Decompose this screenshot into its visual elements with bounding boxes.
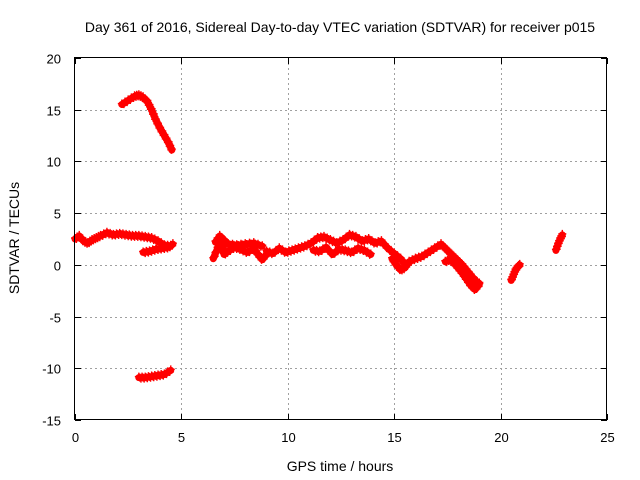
x-tick-label: 0 [72, 430, 79, 445]
x-tick-label: 15 [387, 430, 401, 445]
ticks: 0 5 10 15 20 25 -15 -10 -5 0 5 10 15 20 [42, 52, 615, 446]
y-tick-label: 0 [54, 259, 61, 274]
data-point [256, 242, 265, 251]
y-tick-label: -15 [42, 414, 61, 429]
data-point [168, 239, 177, 248]
data-point [558, 229, 567, 238]
x-tick-label: 5 [178, 430, 185, 445]
series-arc-low [134, 365, 175, 383]
data-point [211, 248, 220, 257]
series-arc-b [139, 239, 177, 258]
data-point [212, 247, 221, 256]
x-tick-label: 20 [494, 430, 508, 445]
data-point [365, 250, 374, 259]
data-point [210, 252, 219, 261]
data-point [475, 279, 484, 288]
y-tick-label: 10 [47, 155, 61, 170]
data-point [366, 249, 375, 258]
x-tick-label: 10 [281, 430, 295, 445]
x-axis-label: GPS time / hours [287, 458, 394, 474]
y-axis-label: SDTVAR / TECUs [6, 182, 22, 294]
chart-title: Day 361 of 2016, Sidereal Day-to-day VTE… [85, 19, 595, 35]
y-tick-label: 5 [54, 207, 61, 222]
grid [75, 58, 607, 420]
x-tick-label: 25 [600, 430, 614, 445]
data-point [166, 365, 175, 374]
series-arc-j [551, 229, 567, 254]
y-tick-label: 20 [47, 52, 61, 67]
data-point [212, 247, 221, 256]
series-arc-f [309, 242, 375, 259]
series-arc-h [441, 254, 484, 294]
data-points [71, 90, 567, 383]
data-point [258, 241, 267, 250]
y-tick-label: 15 [47, 104, 61, 119]
series-arc-g [388, 239, 484, 288]
data-point [209, 253, 218, 262]
y-tick-label: -5 [49, 311, 61, 326]
series-arc-high [117, 90, 176, 154]
data-point [515, 259, 524, 268]
plot-frame [74, 57, 607, 420]
data-point [210, 252, 219, 261]
series-arc-d [211, 230, 267, 251]
series-arc-e [262, 229, 409, 268]
y-tick-label: -10 [42, 362, 61, 377]
data-point [167, 145, 176, 154]
series-arc-i [507, 259, 524, 284]
